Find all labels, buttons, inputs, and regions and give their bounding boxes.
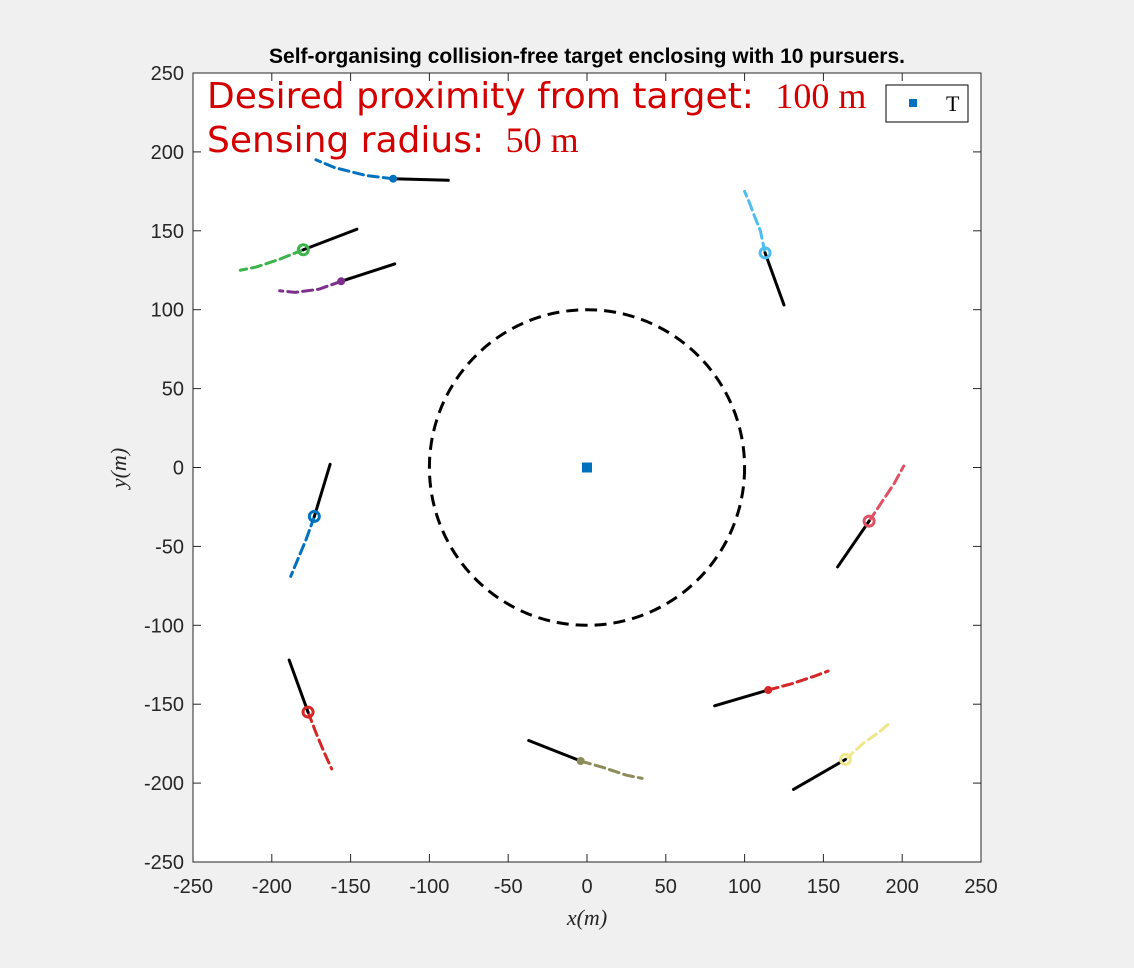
pursuer-heading-line	[713, 688, 770, 708]
pursuer-trail	[579, 759, 644, 780]
legend-entry-target: T	[946, 91, 960, 116]
y-tick-label: -100	[144, 615, 184, 637]
pursuer-trail	[743, 189, 767, 255]
pursuer-heading-line	[301, 227, 359, 252]
pursuer	[791, 721, 892, 791]
x-tick-label: 0	[581, 876, 592, 898]
pursuer	[527, 738, 644, 780]
x-tick-label: 50	[655, 876, 677, 898]
pursuer-heading-line	[287, 658, 310, 714]
sensing-radius-value: 50 m	[506, 120, 579, 160]
pursuer	[713, 669, 830, 708]
pursuer-trail	[843, 721, 892, 761]
pursuer-marker	[307, 509, 321, 523]
x-tick-label: -200	[252, 876, 292, 898]
sensing-radius-label: Sensing radius:	[207, 120, 484, 161]
pursuer-marker	[862, 514, 876, 528]
x-tick-label: 100	[728, 876, 761, 898]
pursuer-heading-line	[391, 177, 450, 182]
sensing-radius-annotation: Sensing radius: 50 m	[207, 120, 579, 161]
y-tick-label: -200	[144, 773, 184, 795]
pursuer-marker	[337, 277, 346, 286]
x-tick-label: 250	[964, 876, 997, 898]
axes: -250 -200 -150 -100 -50 0 50 100 150 200 250 250 200…	[144, 63, 998, 898]
y-axis-label: y(m)	[106, 448, 131, 490]
desired-proximity-circle	[427, 308, 747, 627]
pursuer	[238, 227, 359, 272]
pursuer-heading-line	[763, 251, 786, 307]
pursuer-marker	[764, 685, 773, 694]
legend-target-marker	[909, 99, 917, 107]
pursuer-heading-line	[836, 519, 871, 569]
y-tick-label: 50	[162, 379, 184, 401]
x-axis-label: x(m)	[566, 905, 607, 930]
x-tick-label: -250	[173, 876, 213, 898]
y-tick-label: -150	[144, 694, 184, 716]
proximity-value: 100 m	[775, 76, 866, 116]
y-tick-label: 0	[173, 458, 184, 480]
pursuer-trail	[867, 464, 906, 523]
chart-title: Self-organising collision-free target en…	[269, 45, 905, 68]
x-tick-label: 150	[807, 876, 840, 898]
pursuer	[278, 262, 397, 294]
legend-box	[885, 84, 969, 123]
pursuer	[314, 158, 450, 183]
pursuer-trail	[314, 158, 395, 181]
pursuer-heading-line	[312, 462, 332, 518]
pursuer-marker	[301, 705, 315, 719]
pursuer-marker	[296, 243, 310, 257]
pursuer-trail	[306, 710, 334, 771]
y-tick-label: 100	[151, 300, 184, 322]
pursuer	[287, 658, 334, 771]
pursuer-heading-line	[791, 757, 847, 791]
pursuer-trail	[238, 248, 305, 272]
x-tick-label: 200	[886, 876, 919, 898]
pursuer-heading-line	[339, 262, 397, 283]
pursuer-marker	[389, 174, 398, 183]
x-tick-label: -150	[331, 876, 371, 898]
pursuer-trail	[278, 279, 343, 294]
x-tick-label: -100	[409, 876, 449, 898]
pursuer-marker	[838, 752, 852, 766]
y-tick-label: 150	[151, 221, 184, 243]
pursuer-marker	[576, 757, 585, 766]
target-marker	[582, 462, 592, 473]
pursuer	[289, 462, 332, 578]
y-tick-label: 200	[151, 142, 184, 164]
plot-area	[238, 158, 906, 791]
y-tick-label: -50	[155, 536, 184, 558]
proximity-label: Desired proximity from target:	[207, 76, 754, 117]
y-tick-label: 250	[151, 63, 184, 85]
pursuer-heading-line	[527, 738, 583, 763]
legend: T	[885, 84, 969, 123]
y-tick-label: -250	[144, 852, 184, 874]
pursuer	[836, 464, 906, 569]
proximity-annotation: Desired proximity from target: 100 m	[207, 76, 866, 117]
x-tick-label: -50	[494, 876, 523, 898]
pursuer-trail	[766, 669, 830, 692]
pursuer-trail	[289, 514, 316, 578]
pursuer-marker	[758, 246, 772, 260]
pursuer	[743, 189, 786, 307]
